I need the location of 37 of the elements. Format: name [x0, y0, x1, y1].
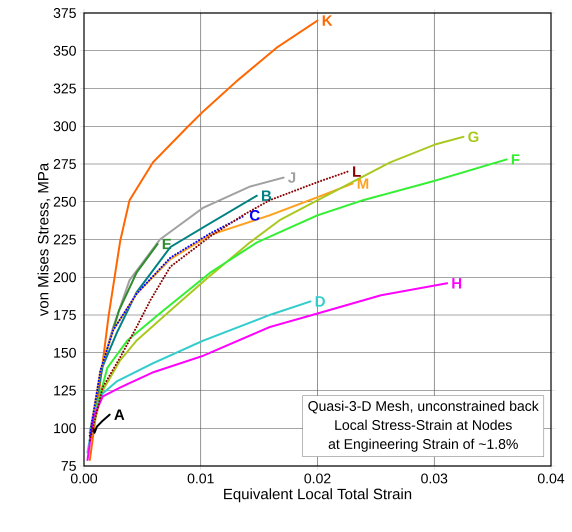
annotation: Quasi-3-D Mesh, unconstrained back: [308, 400, 539, 414]
y-tick-label: 175: [54, 310, 76, 320]
series-label: K: [322, 15, 332, 26]
y-tick-label: 300: [54, 121, 76, 132]
y-tick-label: 250: [54, 196, 76, 207]
series-label: F: [512, 154, 520, 165]
y-tick-label: 375: [54, 8, 76, 18]
line-series: [88, 214, 246, 437]
annotation: Local Stress-Strain at Nodes: [335, 420, 512, 430]
y-axis-title: von Mises Stress, MPa: [37, 162, 50, 316]
series-label: M: [358, 178, 368, 189]
x-tick-label: 0.03: [421, 474, 448, 484]
y-tick-label: 75: [62, 461, 76, 471]
series-label: C: [250, 210, 260, 221]
x-axis-title: Equivalent Local Total Strain: [224, 488, 412, 502]
x-tick-label: 0.00: [70, 474, 98, 484]
series-label: D: [316, 296, 325, 307]
x-tick-label: 0.01: [188, 474, 214, 484]
series-label: B: [262, 190, 272, 201]
series-label: L: [353, 166, 361, 177]
y-tick-label: 325: [54, 84, 76, 94]
y-tick-label: 100: [54, 423, 76, 434]
annotation: at Engineering Strain of ~1.8%: [328, 438, 518, 452]
series-label: J: [288, 172, 296, 183]
x-tick-label: 0.04: [538, 474, 564, 484]
series-label: G: [468, 132, 478, 142]
line-series: [92, 414, 111, 434]
y-tick-label: 150: [54, 348, 76, 358]
y-tick-label: 225: [54, 234, 76, 244]
y-tick-label: 350: [54, 46, 76, 56]
series-label: H: [452, 278, 462, 288]
y-tick-label: 275: [54, 159, 76, 169]
y-tick-label: 200: [54, 272, 76, 282]
x-tick-label: 0.02: [304, 474, 330, 484]
line-series: [88, 194, 258, 434]
y-tick-label: 125: [54, 386, 76, 396]
series-label: A: [114, 410, 124, 420]
